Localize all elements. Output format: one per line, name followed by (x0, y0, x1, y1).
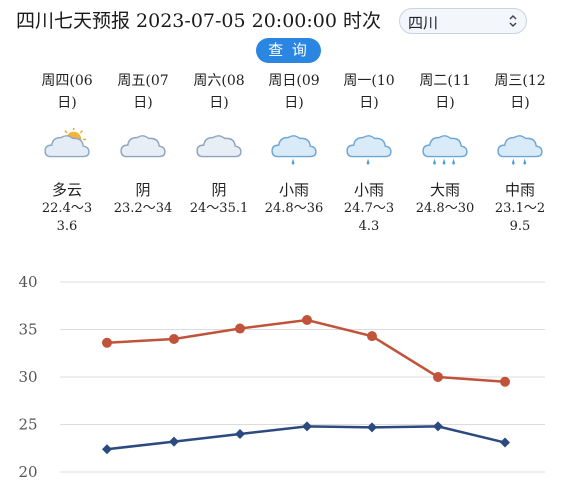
weather-text: 小雨 (278, 181, 309, 199)
temperature-range: 24.8～36 (264, 201, 324, 216)
weather-text: 小雨 (353, 181, 384, 199)
weather-text: 阴 (135, 181, 151, 199)
forecast-days: 周四(06日) 多云 22.4～33.6 周五(07日) 阴 23.2～34 周六(08日)… (30, 70, 570, 270)
y-tick-label: 35 (18, 321, 37, 339)
light-rain-icon (271, 135, 317, 165)
day-name: 周六(08日) (193, 73, 245, 111)
y-tick-label: 25 (18, 416, 37, 434)
temperature-range: 23.2～34 (113, 201, 173, 216)
data-point (102, 337, 112, 348)
day-column: 周二(11日) 大雨 24.8～30 (414, 70, 476, 218)
y-tick-label: 20 (18, 463, 37, 481)
query-button[interactable]: 查 询 (256, 38, 321, 63)
temperature-range: 22.4～33.6 (41, 201, 93, 234)
data-point (302, 315, 312, 325)
data-point (367, 422, 377, 433)
data-point (102, 444, 112, 455)
data-point (235, 429, 245, 439)
cloudy-icon (196, 135, 242, 158)
weather-text: 中雨 (504, 181, 535, 199)
data-point (169, 334, 179, 344)
region-select[interactable]: 四川 (399, 8, 527, 34)
weather-text: 多云 (51, 181, 82, 199)
data-point (433, 421, 443, 432)
data-point (367, 331, 377, 342)
temperature-range: 23.1～29.5 (494, 201, 546, 234)
moderate-rain-icon (497, 135, 543, 165)
data-point (433, 372, 443, 382)
day-column: 周日(09日) 小雨 24.8～36 (263, 70, 325, 218)
cloudy-icon (120, 135, 166, 158)
data-point (500, 376, 510, 387)
partly-cloudy-icon (44, 128, 90, 158)
temperature-range: 24～35.1 (189, 201, 249, 216)
weather-text: 大雨 (429, 181, 460, 199)
day-name: 周二(11日) (419, 73, 471, 111)
heavy-rain-icon (422, 135, 468, 165)
data-point (302, 421, 312, 432)
region-select-value: 四川 (408, 14, 439, 32)
day-name: 周三(12日) (494, 73, 546, 111)
data-point (235, 323, 245, 334)
day-column: 周六(08日) 阴 24～35.1 (188, 70, 250, 218)
y-tick-label: 40 (18, 273, 37, 291)
day-column: 周四(06日) 多云 22.4～33.6 (36, 70, 98, 236)
header: 四川七天预报 2023-07-05 20:00:00 时次 四川 (0, 0, 573, 44)
temperature-chart: 20 25 30 35 40 (18, 273, 545, 481)
day-name: 周四(06日) (41, 73, 93, 111)
day-name: 周日(09日) (268, 73, 320, 111)
temperature-range: 24.7～34.3 (343, 201, 395, 234)
day-column: 周三(12日) 中雨 23.1～29.5 (489, 70, 551, 236)
day-name: 周五(07日) (117, 73, 169, 111)
light-rain-icon (346, 135, 392, 165)
temperature-range: 24.8～30 (415, 201, 475, 216)
y-tick-label: 30 (18, 368, 37, 386)
day-column: 周五(07日) 阴 23.2～34 (112, 70, 174, 218)
weather-text: 阴 (211, 181, 227, 199)
data-point (500, 437, 510, 448)
page-title: 四川七天预报 2023-07-05 20:00:00 时次 (16, 10, 381, 32)
day-name: 周一(10日) (343, 73, 395, 111)
data-point (169, 436, 179, 447)
day-column: 周一(10日) 小雨 24.7～34.3 (338, 70, 400, 236)
chevron-up-down-icon (509, 14, 517, 28)
